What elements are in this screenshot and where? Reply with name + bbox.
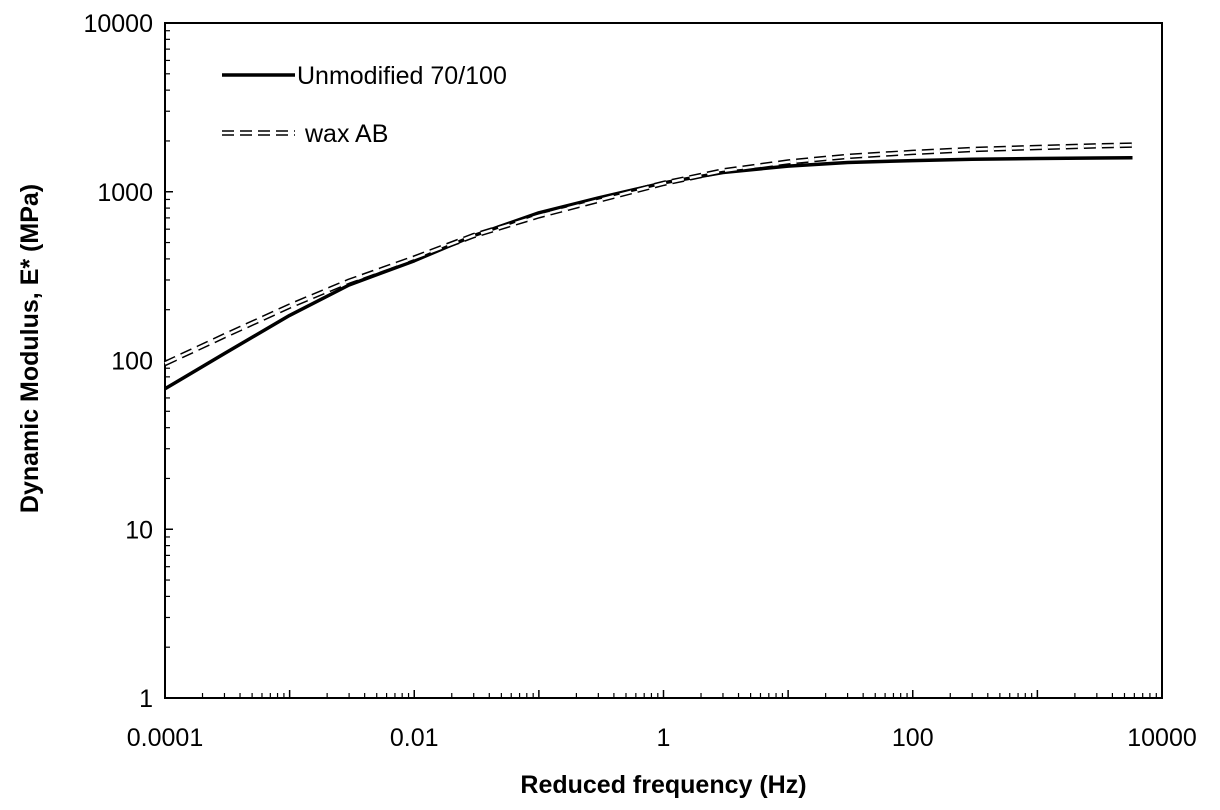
y-tick-label: 10000 <box>83 10 153 38</box>
x-tick-label: 0.01 <box>390 724 439 752</box>
x-tick-label: 10000 <box>1127 724 1197 752</box>
series-line-wax-ab-inner <box>164 143 1133 365</box>
legend-label-unmodified: Unmodified 70/100 <box>297 62 507 90</box>
legend: Unmodified 70/100 wax AB <box>222 62 507 148</box>
y-axis-title: Dynamic Modulus, E* (MPa) <box>16 184 44 513</box>
y-tick-label: 1 <box>139 685 153 713</box>
x-axis-title: Reduced frequency (Hz) <box>520 771 806 799</box>
series-line-wax-ab-outer <box>163 142 1133 366</box>
x-tick-label: 0.0001 <box>127 724 203 752</box>
legend-label-wax-ab: wax AB <box>304 120 388 148</box>
x-tick-label: 100 <box>892 724 934 752</box>
series-line-unmodified <box>164 156 1133 391</box>
ticks-layer: 1 10 100 1000 10000 0.0001 0.01 1 100 10000 <box>83 10 1196 752</box>
y-tick-label: 100 <box>111 348 153 376</box>
y-tick-label: 10 <box>125 516 153 544</box>
y-tick-label: 1000 <box>97 179 153 207</box>
series-layer <box>163 142 1133 391</box>
x-tick-label: 1 <box>657 724 671 752</box>
